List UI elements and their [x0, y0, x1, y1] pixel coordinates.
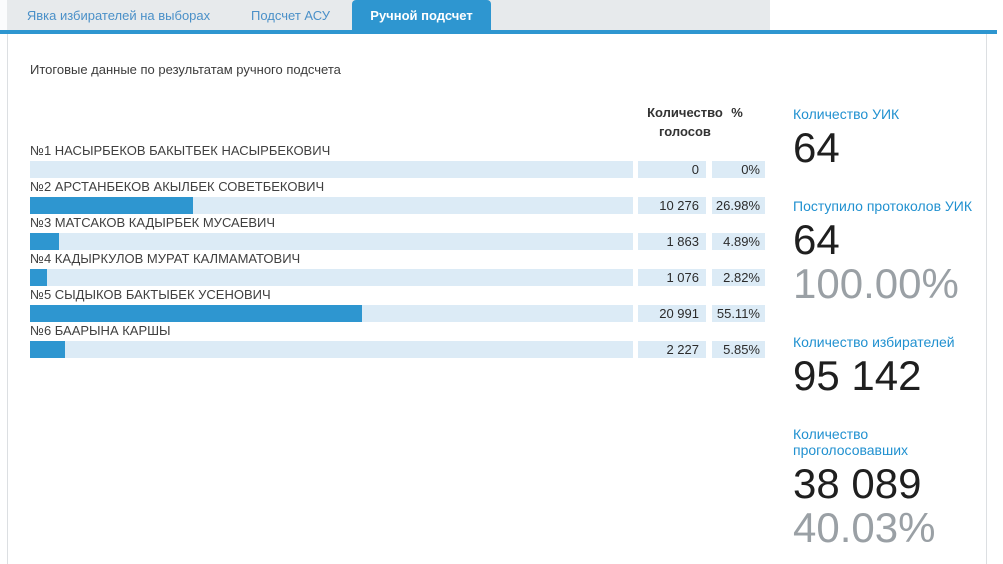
- votes-cell: 10 276: [638, 197, 706, 214]
- percent-cell: 2.82%: [712, 269, 765, 286]
- vote-bar-fill: [30, 233, 60, 250]
- vote-bar-track: [30, 269, 633, 286]
- candidate-row: №4 КАДЫРКУЛОВ МУРАТ КАЛМАМАТОВИЧ 1 076 2…: [30, 250, 765, 286]
- stat-sub-value: 40.03%: [793, 504, 936, 551]
- candidate-rows: №1 НАСЫРБЕКОВ БАКЫТБЕК НАСЫРБЕКОВИЧ 0 0%…: [30, 142, 765, 358]
- vote-bar-row: 1 076 2.82%: [30, 269, 765, 286]
- stat-group: Количество УИК 64: [793, 106, 983, 170]
- stat-value: 64: [793, 124, 840, 171]
- tab-manual-count[interactable]: Ручной подсчет: [352, 0, 491, 30]
- panel-right-border: [986, 34, 987, 564]
- tabbar-underline: [0, 30, 997, 34]
- stat-group: Количество избирателей 95 142: [793, 334, 983, 398]
- votes-column-header: Количество голосов: [647, 105, 723, 139]
- tabs: Явка избирателей на выборах Подсчет АСУ …: [8, 0, 491, 30]
- percent-cell: 0%: [712, 161, 765, 178]
- percent-cell: 55.11%: [712, 305, 765, 322]
- vote-bar-fill: [30, 269, 47, 286]
- percent-cell: 5.85%: [712, 341, 765, 358]
- vote-bar-fill: [30, 197, 193, 214]
- stat-group: Количество проголосовавших 38 089 40.03%: [793, 426, 983, 550]
- tab-asu-count[interactable]: Подсчет АСУ: [251, 8, 330, 23]
- column-headers: Количество голосов %: [30, 100, 765, 142]
- votes-cell: 1 076: [638, 269, 706, 286]
- vote-bar-row: 2 227 5.85%: [30, 341, 765, 358]
- vote-bar-row: 0 0%: [30, 161, 765, 178]
- vote-bar-track: [30, 197, 633, 214]
- vote-bar-row: 20 991 55.11%: [30, 305, 765, 322]
- vote-bar-row: 10 276 26.98%: [30, 197, 765, 214]
- votes-cell: 1 863: [638, 233, 706, 250]
- stat-value: 64: [793, 216, 840, 263]
- candidate-name: №2 АРСТАНБЕКОВ АКЫЛБЕК СОВЕТБЕКОВИЧ: [30, 179, 325, 194]
- candidate-row: №5 СЫДЫКОВ БАКТЫБЕК УСЕНОВИЧ 20 991 55.1…: [30, 286, 765, 322]
- candidate-row: №6 БААРЫНА КАРШЫ 2 227 5.85%: [30, 322, 765, 358]
- vote-bar-track: [30, 233, 633, 250]
- percent-cell: 26.98%: [712, 197, 765, 214]
- candidate-name: №4 КАДЫРКУЛОВ МУРАТ КАЛМАМАТОВИЧ: [30, 251, 301, 266]
- stats-panel: Количество УИК 64 Поступило протоколов У…: [793, 106, 983, 564]
- vote-bar-track: [30, 341, 633, 358]
- page-title: Итоговые данные по результатам ручного п…: [30, 62, 341, 77]
- percent-column-header: %: [731, 105, 743, 120]
- vote-bar-fill: [30, 341, 66, 358]
- results-table: Количество голосов % №1 НАСЫРБЕКОВ БАКЫТ…: [30, 100, 765, 358]
- stat-label: Количество избирателей: [793, 334, 955, 350]
- candidate-row: №1 НАСЫРБЕКОВ БАКЫТБЕК НАСЫРБЕКОВИЧ 0 0%: [30, 142, 765, 178]
- votes-cell: 20 991: [638, 305, 706, 322]
- stat-label: Количество проголосовавших: [793, 426, 909, 458]
- vote-bar-fill: [30, 305, 363, 322]
- candidate-name: №1 НАСЫРБЕКОВ БАКЫТБЕК НАСЫРБЕКОВИЧ: [30, 143, 331, 158]
- candidate-name: №3 МАТСАКОВ КАДЫРБЕК МУСАЕВИЧ: [30, 215, 276, 230]
- candidate-row: №3 МАТСАКОВ КАДЫРБЕК МУСАЕВИЧ 1 863 4.89…: [30, 214, 765, 250]
- stat-group: Поступило протоколов УИК 64 100.00%: [793, 198, 983, 306]
- stat-sub-value: 100.00%: [793, 260, 959, 307]
- tab-voter-turnout[interactable]: Явка избирателей на выборах: [26, 8, 211, 23]
- candidate-name: №5 СЫДЫКОВ БАКТЫБЕК УСЕНОВИЧ: [30, 287, 271, 302]
- votes-cell: 2 227: [638, 341, 706, 358]
- tabbar-left-gap: [0, 0, 7, 30]
- stat-label: Поступило протоколов УИК: [793, 198, 973, 214]
- candidate-name: №6 БААРЫНА КАРШЫ: [30, 323, 171, 338]
- vote-bar-track: [30, 305, 633, 322]
- stat-label: Количество УИК: [793, 106, 900, 122]
- stat-value: 95 142: [793, 352, 922, 399]
- candidate-row: №2 АРСТАНБЕКОВ АКЫЛБЕК СОВЕТБЕКОВИЧ 10 2…: [30, 178, 765, 214]
- percent-cell: 4.89%: [712, 233, 765, 250]
- vote-bar-row: 1 863 4.89%: [30, 233, 765, 250]
- panel-left-border: [7, 34, 8, 564]
- stat-value: 38 089: [793, 460, 922, 507]
- votes-cell: 0: [638, 161, 706, 178]
- vote-bar-track: [30, 161, 633, 178]
